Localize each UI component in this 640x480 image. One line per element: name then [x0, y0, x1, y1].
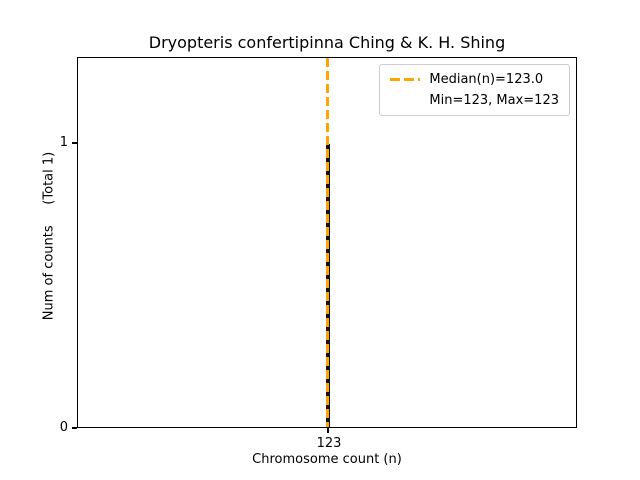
y-axis-label: Num of counts (Total 1) — [41, 151, 57, 321]
legend-row-minmax: Min=123, Max=123 — [390, 93, 559, 108]
y-tick-label-0: 0 — [59, 420, 68, 435]
y-tick-mark-1 — [72, 142, 77, 144]
legend-spacer — [390, 99, 420, 102]
legend-minmax-label: Min=123, Max=123 — [429, 93, 559, 108]
x-axis-label: Chromosome count (n) — [252, 452, 402, 467]
median-line-swatch-icon — [390, 78, 421, 81]
plot-area: Median(n)=123.0 Min=123, Max=123 — [77, 57, 577, 428]
median-line — [326, 58, 330, 427]
x-tick-mark-123 — [327, 428, 329, 433]
legend-median-label: Median(n)=123.0 — [429, 72, 544, 87]
legend: Median(n)=123.0 Min=123, Max=123 — [379, 64, 570, 116]
x-tick-label-123: 123 — [316, 436, 342, 451]
y-tick-mark-0 — [72, 427, 77, 429]
chart-title: Dryopteris confertipinna Ching & K. H. S… — [148, 33, 506, 52]
y-tick-label-1: 1 — [59, 135, 68, 150]
legend-row-median: Median(n)=123.0 — [390, 72, 559, 87]
